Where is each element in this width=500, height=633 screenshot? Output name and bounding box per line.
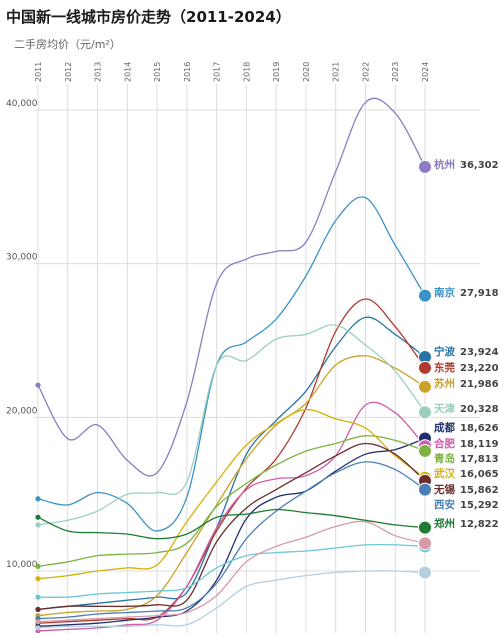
series-line xyxy=(37,461,426,620)
x-tick-label: 2023 xyxy=(391,62,400,82)
series-start-point xyxy=(35,496,41,502)
city-name-label: 成都 xyxy=(434,421,455,434)
city-value-label: 18,626 xyxy=(460,423,499,434)
series-line xyxy=(37,97,426,477)
x-tick-label: 2018 xyxy=(242,62,251,82)
y-tick-label: 10,000 xyxy=(6,560,38,570)
series-start-point xyxy=(35,576,41,582)
city-photo-marker xyxy=(418,482,432,497)
city-name-label: 青岛 xyxy=(434,452,455,465)
series-start-point xyxy=(35,522,41,528)
city-photo-marker xyxy=(418,360,432,375)
city-value-label: 21,986 xyxy=(460,379,499,390)
series-line xyxy=(37,401,426,632)
city-photo-marker xyxy=(418,288,432,303)
series-line xyxy=(37,508,426,540)
x-tick-label: 2016 xyxy=(183,62,192,82)
series-start-point xyxy=(35,625,41,631)
city-name-label: 南京 xyxy=(434,286,455,299)
x-tick-label: 2017 xyxy=(213,62,222,82)
chart-title: 中国新一线城市房价走势（2011-2024） xyxy=(6,8,291,26)
city-name-label: 东莞 xyxy=(434,361,455,374)
series-start-point xyxy=(35,619,41,625)
city-name-label: 武汉 xyxy=(434,467,455,480)
city-name-label: 西安 xyxy=(434,498,455,511)
series-start-point xyxy=(35,514,41,520)
city-value-label: 36,302 xyxy=(460,160,499,171)
city-name-label: 郑州 xyxy=(434,517,455,530)
x-tick-label: 2015 xyxy=(153,62,162,82)
series-line xyxy=(37,196,426,532)
x-tick-label: 2014 xyxy=(123,62,132,82)
city-value-label: 20,328 xyxy=(460,404,499,415)
city-photo-marker xyxy=(418,443,432,458)
y-tick-label: 20,000 xyxy=(6,406,38,416)
city-value-label: 15,292 xyxy=(460,500,499,511)
x-tick-label: 2020 xyxy=(302,62,311,82)
city-value-label: 18,119 xyxy=(460,439,499,450)
x-tick-label: 2012 xyxy=(64,62,73,82)
city-value-label: 12,822 xyxy=(460,519,499,530)
city-name-label: 杭州 xyxy=(434,158,455,171)
y-tick-label: 30,000 xyxy=(6,253,38,263)
city-value-label: 23,924 xyxy=(460,347,499,358)
y-axis-label: 二手房均价（元/m²） xyxy=(14,37,121,51)
series-start-point xyxy=(35,563,41,569)
city-name-label: 天津 xyxy=(434,402,455,415)
series-line xyxy=(37,408,426,580)
series-line xyxy=(37,324,426,526)
city-value-label: 23,220 xyxy=(460,363,499,374)
series-line xyxy=(37,298,426,624)
city-name-label: 苏州 xyxy=(434,377,455,390)
city-photo-marker xyxy=(418,520,432,535)
series-line xyxy=(37,355,426,617)
series-start-point xyxy=(35,606,41,613)
series-line xyxy=(37,316,426,611)
x-tick-label: 2022 xyxy=(361,62,370,82)
series-line xyxy=(37,437,426,627)
city-photo-marker xyxy=(418,536,432,551)
series-line xyxy=(37,520,426,623)
series-start-point xyxy=(35,382,41,388)
x-tick-label: 2021 xyxy=(332,62,341,82)
city-name-label: 合肥 xyxy=(433,437,455,450)
city-value-label: 16,065 xyxy=(460,469,499,480)
series-start-point xyxy=(35,594,41,600)
x-tick-label: 2011 xyxy=(34,62,43,82)
series-line xyxy=(37,543,426,598)
y-tick-label: 40,000 xyxy=(6,99,38,109)
city-name-label: 无锡 xyxy=(433,483,455,496)
city-photo-marker xyxy=(418,405,432,420)
city-photo-marker xyxy=(418,159,432,174)
series-line xyxy=(37,570,426,629)
series-line xyxy=(37,442,426,611)
city-value-label: 17,813 xyxy=(460,454,499,465)
series-line xyxy=(37,435,426,568)
x-tick-label: 2013 xyxy=(94,62,103,82)
city-value-label: 15,862 xyxy=(460,485,499,496)
city-photo-marker xyxy=(418,379,432,394)
city-value-label: 27,918 xyxy=(460,288,499,299)
city-name-label: 宁波 xyxy=(434,345,455,358)
x-tick-label: 2024 xyxy=(421,62,430,82)
city-photo-marker xyxy=(418,565,432,580)
x-tick-label: 2019 xyxy=(272,62,281,82)
